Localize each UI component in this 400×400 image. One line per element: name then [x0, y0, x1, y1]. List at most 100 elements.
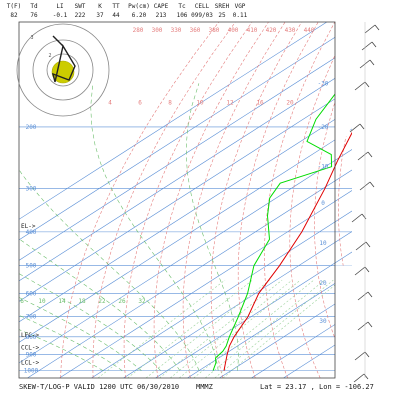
index-label: CAPE — [153, 3, 169, 10]
index-label: SWT — [74, 3, 86, 10]
dry-adiabat — [92, 22, 236, 378]
index-value: 0.11 — [232, 12, 248, 19]
temperature-profile — [223, 22, 352, 371]
mixing-ratio-label: 26 — [118, 298, 126, 305]
storm-motion-marker — [51, 60, 75, 84]
adiabat-label: 12 — [226, 99, 234, 106]
index-value: 213 — [155, 12, 167, 19]
theta-label: 280 — [133, 27, 144, 34]
isotherm-line — [19, 22, 352, 378]
pressure-tick-label: 800 — [26, 334, 37, 341]
index-header: T(F) 82 Td 76 LI -0.1 SWT 222 K 37 TT 44 Pw(cm) 6.20 C… — [0, 0, 400, 22]
dry-adiabat — [123, 22, 253, 378]
dry-adiabat — [264, 22, 336, 378]
lat-label: Lat = — [260, 383, 282, 391]
wind-barb — [354, 81, 366, 91]
pressure-tick-label: 600 — [26, 290, 37, 297]
wind-barb-flag — [364, 81, 370, 88]
moist-adiabat — [19, 83, 123, 371]
pressure-tick-label: 500 — [26, 263, 37, 270]
lon-value: -106.27 — [344, 383, 374, 391]
dry-adiabat — [338, 22, 352, 378]
isotherm-line — [123, 22, 352, 378]
mixing-ratio-line — [145, 279, 270, 378]
temperature-tick-label: 20 — [319, 280, 327, 287]
isotherm-line — [19, 22, 352, 378]
wind-barb — [355, 241, 367, 251]
wind-barb — [354, 266, 366, 276]
chart-title: SKEW-T/LOG-P VALID 1200 UTC 06/30/2010 M… — [19, 383, 213, 391]
temperature-tick-label: -20 — [318, 124, 329, 131]
theta-label: 360 — [190, 27, 201, 34]
isotherm-line — [19, 22, 352, 378]
mixing-ratio-label: 18 — [78, 298, 86, 305]
dry-adiabat — [153, 22, 269, 378]
mixing-ratio-label: 14 — [58, 298, 66, 305]
isotherm-line — [155, 22, 352, 378]
index-label: T(F) — [6, 3, 22, 10]
index-label: Tc — [178, 3, 186, 10]
index-label: K — [98, 3, 102, 10]
wind-barb-flag — [361, 213, 367, 220]
level-marker: CCL-> — [21, 345, 39, 352]
isotherm-line — [19, 22, 352, 378]
wind-barb-flag — [369, 59, 375, 66]
hodograph-ring-label: 2 — [48, 53, 51, 59]
pressure-tick-label: 1000 — [24, 368, 39, 375]
index-value: 37 — [96, 12, 104, 19]
pressure-tick-label: 200 — [26, 124, 37, 131]
index-value: 6.20 — [131, 12, 147, 19]
index-value: 44 — [112, 12, 120, 19]
hodograph-ring — [16, 23, 110, 117]
wind-barb-flag — [367, 291, 373, 298]
dry-adiabat — [237, 22, 319, 378]
mixing-ratio-line — [127, 279, 253, 378]
isotherm-line — [91, 22, 352, 378]
wind-barb-flag — [364, 351, 370, 358]
hodograph-ring — [32, 39, 94, 101]
wind-barb — [361, 41, 373, 51]
plot-frame — [18, 21, 336, 379]
pressure-tick-label: 700 — [26, 314, 37, 321]
mixing-ratio-line — [214, 279, 334, 378]
dry-adiabat — [182, 22, 286, 378]
mixing-ratio-label: 10 — [38, 298, 46, 305]
adiabat-label: 10 — [196, 99, 204, 106]
index-label: SREH — [214, 3, 230, 10]
theta-label: 400 — [228, 27, 239, 34]
wind-barb — [364, 24, 376, 34]
adiabat-label: 8 — [168, 99, 172, 106]
hodograph-trace-tail — [52, 35, 64, 47]
lat-value: 23.17 — [285, 383, 307, 391]
pressure-tick-label: 400 — [26, 229, 37, 236]
wind-barb — [351, 213, 363, 223]
isotherm-line — [187, 22, 352, 378]
index-value: 76 — [30, 12, 38, 19]
location-readout: Lat = 23.17 , Lon = -106.27 — [260, 383, 374, 391]
lon-label: Lon = — [319, 383, 341, 391]
mixing-ratio-line — [97, 279, 226, 378]
mixing-ratio-line — [179, 279, 301, 378]
temperature-tick-label: 10 — [319, 240, 327, 247]
index-value: -0.1 — [52, 12, 68, 19]
dry-adiabat — [384, 22, 400, 378]
mixing-ratio-line — [159, 279, 283, 378]
index-label: Td — [30, 3, 38, 10]
moist-adiabat — [185, 83, 239, 371]
moist-adiabat — [90, 83, 219, 371]
mixing-ratio-line — [222, 279, 342, 378]
index-label: TT — [112, 3, 120, 10]
index-value: 25 — [218, 12, 226, 19]
temperature-tick-label: -30 — [318, 80, 329, 87]
theta-label: 410 — [247, 27, 258, 34]
isotherm-line — [27, 22, 352, 378]
index-value: 099/03 — [191, 12, 213, 19]
wind-barb — [357, 291, 369, 301]
isotherm-line — [19, 22, 352, 378]
mixing-ratio-line — [205, 279, 325, 378]
hodograph-ring — [46, 53, 80, 87]
wind-barb — [357, 321, 369, 331]
moist-adiabat — [19, 83, 200, 371]
mixing-ratio-line — [170, 279, 293, 378]
